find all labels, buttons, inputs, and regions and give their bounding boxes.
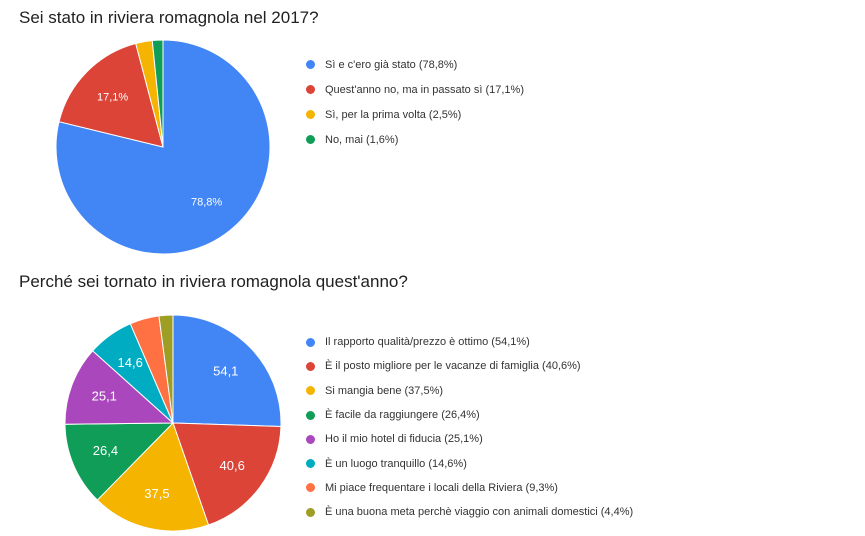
legend-label: Ho il mio hotel di fiducia (25,1%) (325, 433, 483, 446)
pie-slice (58, 42, 164, 148)
legend-2: Il rapporto qualità/prezzo è ottimo (54,… (306, 330, 633, 524)
legend-label: Sì e c'ero già stato (78,8%) (325, 58, 458, 71)
legend-item: È una buona meta perchè viaggio con anim… (306, 500, 633, 524)
legend-swatch (306, 337, 315, 347)
pie-slice (64, 422, 175, 501)
legend-swatch (306, 434, 315, 444)
legend-label: Quest'anno no, ma in passato sì (17,1%) (325, 83, 524, 96)
chart-title-1: Sei stato in riviera romagnola nel 2017? (19, 8, 319, 27)
pie-slice (55, 39, 271, 255)
legend-item: Sì, per la prima volta (2,5%) (306, 102, 524, 127)
slice-data-label: 78,8% (191, 196, 222, 208)
legend-label: Il rapporto qualità/prezzo è ottimo (54,… (325, 336, 530, 349)
legend-label: No, mai (1,6%) (325, 133, 399, 146)
legend-swatch (306, 386, 315, 396)
legend-swatch (306, 483, 315, 493)
legend-label: Sì, per la prima volta (2,5%) (325, 108, 462, 121)
slice-data-label: 40,6 (220, 458, 245, 473)
legend-item: Sì e c'ero già stato (78,8%) (306, 52, 524, 77)
legend-swatch (306, 110, 315, 119)
legend-item: Quest'anno no, ma in passato sì (17,1%) (306, 77, 524, 102)
legend-swatch (306, 60, 315, 69)
slice-data-label: 37,5 (144, 486, 169, 501)
legend-1: Sì e c'ero già stato (78,8%) Quest'anno n… (306, 52, 524, 152)
legend-label: È facile da raggiungere (26,4%) (325, 409, 480, 422)
legend-label: Si mangia bene (37,5%) (325, 384, 444, 397)
legend-item: È un luogo tranquillo (14,6%) (306, 451, 633, 475)
pie-slice (172, 314, 282, 428)
slice-data-label: 26,4 (93, 443, 118, 458)
legend-item: Si mangia bene (37,5%) (306, 379, 633, 403)
slice-data-label: 25,1 (92, 389, 117, 404)
legend-swatch (306, 410, 315, 420)
legend-item: È il posto migliore per le vacanze di fa… (306, 354, 633, 378)
legend-swatch (306, 361, 315, 371)
pie-slice (151, 39, 164, 148)
legend-label: Mi piace frequentare i locali della Rivi… (325, 481, 558, 494)
slice-data-label: 54,1 (213, 363, 238, 378)
legend-item: Il rapporto qualità/prezzo è ottimo (54,… (306, 330, 633, 354)
legend-label: È un luogo tranquillo (14,6%) (325, 457, 467, 470)
pie-slice (96, 422, 210, 532)
legend-label: È il posto migliore per le vacanze di fa… (325, 360, 581, 373)
legend-swatch (306, 459, 315, 469)
slice-data-label: 14,6 (118, 355, 143, 370)
legend-swatch (306, 507, 315, 517)
slice-data-label: 17,1% (97, 91, 128, 103)
legend-swatch (306, 85, 315, 94)
legend-item: Mi piace frequentare i locali della Rivi… (306, 476, 633, 500)
legend-label: È una buona meta perchè viaggio con anim… (325, 506, 634, 519)
pie-slice (64, 350, 175, 425)
legend-item: È facile da raggiungere (26,4%) (306, 403, 633, 427)
pie-chart-2: 54,1 40,6 37,5 26,4 25,1 14,6 (64, 314, 282, 532)
pie-chart-1: 78,8% 17,1% (55, 39, 271, 255)
chart-title-2: Perché sei tornato in riviera romagnola … (19, 272, 408, 291)
pie-slice (158, 314, 174, 424)
legend-item: Ho il mio hotel di fiducia (25,1%) (306, 427, 633, 451)
legend-item: No, mai (1,6%) (306, 127, 524, 152)
legend-swatch (306, 135, 315, 144)
